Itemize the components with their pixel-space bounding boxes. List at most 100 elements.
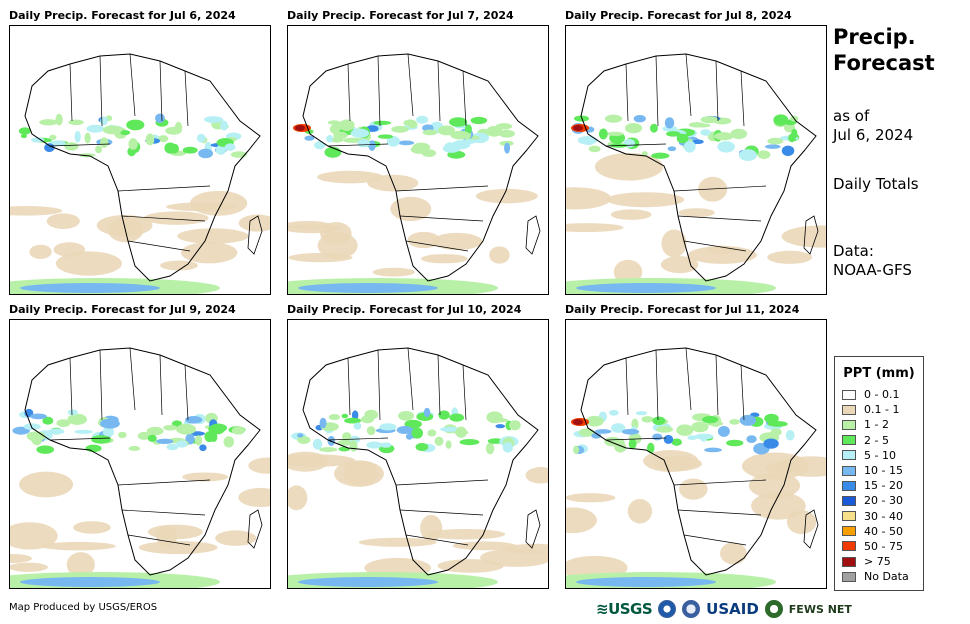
rain-cell [31,137,45,143]
country-border [437,354,441,416]
rain-cell [117,431,127,439]
legend-label: 1 - 2 [864,418,889,432]
as-of-date: Jul 6, 2024 [833,126,914,144]
africa-map-svg [10,347,270,588]
rain-cell [591,432,602,439]
rain-cell [85,444,102,453]
country-border [99,349,103,421]
rain-cell [757,150,771,159]
dry-zone [317,170,384,184]
legend-label: 20 - 30 [864,494,903,508]
madagascar-outline [803,509,819,549]
country-border [399,509,484,516]
dry-zone [10,554,32,563]
rain-cell [621,428,640,435]
rain-cell [498,129,515,138]
rain-cell [338,119,355,131]
rain-cell [368,140,376,151]
dry-zone [40,541,116,551]
rain-cell [671,438,682,446]
country-border [740,70,745,127]
country-border [129,347,136,411]
country-border [740,364,745,421]
country-border [685,347,692,411]
rain-cell [199,444,207,452]
country-border [129,53,136,117]
dry-zone [160,260,198,271]
rain-cell [606,131,624,136]
africa-map-svg [10,53,270,294]
rain-cell [717,425,730,437]
rain-cell [442,144,461,153]
rain-cell [102,426,114,438]
rain-cell [656,425,674,433]
africa-map-svg [566,53,826,294]
rain-cell [337,439,354,446]
continent-outline [302,347,539,576]
map-credit: Map Produced by USGS/EROS [9,602,158,613]
rain-cell [635,411,648,416]
legend-row: 40 - 50 [842,524,923,539]
rain-cell [459,438,480,446]
rain-cell [691,421,709,433]
rain-cell [147,434,157,442]
africa-map-svg [288,53,541,294]
rain-cell [204,431,215,443]
rain-cell [791,128,798,139]
country-border [99,55,103,127]
precip-map [287,319,549,589]
country-border [127,240,191,252]
country-border [347,63,351,122]
country-border [715,354,719,416]
legend-row: No Data [842,569,923,584]
country-border [462,70,467,127]
rain-cell [594,429,612,434]
rain-cell [68,119,84,126]
rain-cell [785,430,795,441]
country-border [69,63,73,122]
legend-swatch [842,465,856,476]
legend-swatch [842,541,856,552]
country-border [685,53,692,117]
rain-cell [633,114,646,123]
panel-title: Daily Precip. Forecast for Jul 6, 2024 [9,9,236,22]
rain-cell [91,435,112,444]
legend-row: 0.1 - 1 [842,402,923,417]
rain-cell [196,133,206,143]
rain-cell [377,134,393,139]
rain-cell [223,436,235,448]
dry-zone [566,187,612,210]
dry-zone [182,472,229,482]
usgs-logo: ≋USGS [596,600,653,618]
country-border [405,534,469,546]
rain-cell [730,128,748,140]
rain-cell [137,431,151,440]
legend-swatch [842,450,856,461]
rain-cell [702,415,719,424]
rain-cell [651,152,670,159]
rain-cell [423,407,431,418]
legend-label: 2 - 5 [864,433,889,447]
country-border [625,357,629,416]
rain-cell [704,447,722,453]
rain-cell [573,445,580,455]
dry-zone [678,478,708,500]
legend-row: 0 - 0.1 [842,387,923,402]
rain-cell [746,435,757,443]
rain-cell [220,120,228,131]
rain-cell [100,418,120,429]
rain-cell [739,414,757,426]
rain-cell [773,114,789,126]
rain-cell [338,446,351,452]
rain-cell [437,125,455,136]
rain-cell [366,441,382,449]
rain-cell [652,416,666,426]
rain-cell [767,137,784,145]
country-border [377,55,381,127]
rain-cell [767,421,788,427]
rain-cell [397,140,415,146]
rain-cell [344,417,362,424]
dry-zone [372,267,415,277]
country-border [625,63,629,122]
rain-cell [717,141,735,153]
